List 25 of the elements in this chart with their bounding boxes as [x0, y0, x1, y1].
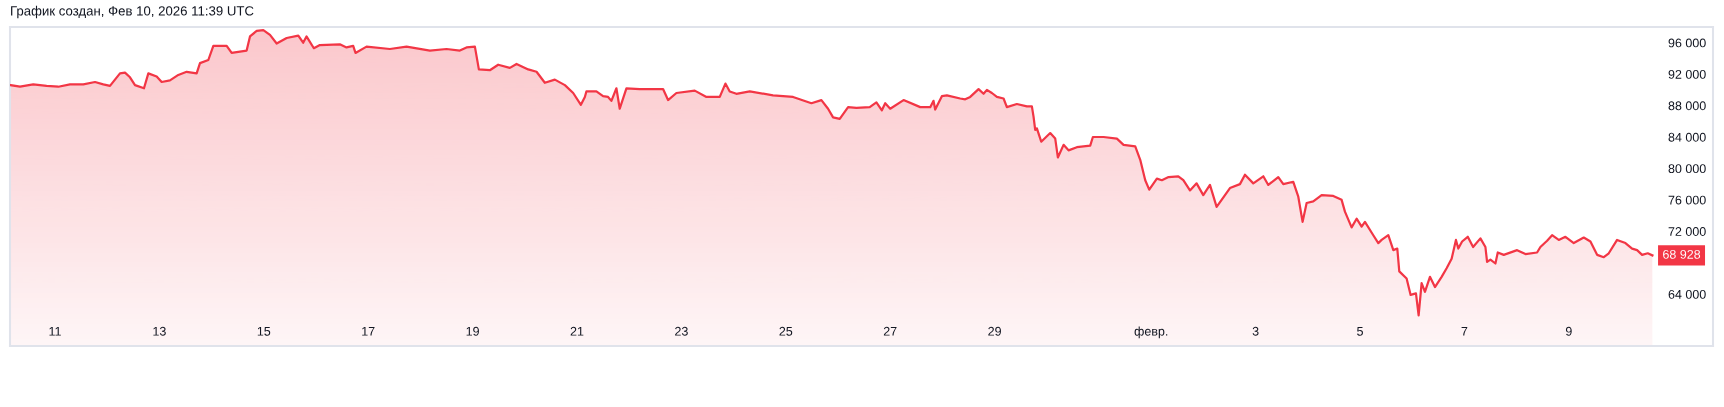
x-tick-label: 3 — [1252, 326, 1259, 336]
y-tick-label: 76 000 — [1668, 195, 1706, 205]
y-tick-label: 80 000 — [1668, 164, 1706, 174]
annotation: 68 928 — [1663, 249, 1701, 259]
x-tick-label: 7 — [1461, 326, 1468, 336]
x-tick-label: 13 — [153, 326, 166, 336]
y-tick-label: 92 000 — [1668, 69, 1706, 79]
y-tick-label: 88 000 — [1668, 101, 1706, 111]
x-tick-label: 25 — [779, 326, 793, 336]
y-tick-label: 84 000 — [1668, 132, 1706, 142]
x-tick-label: 17 — [362, 326, 375, 336]
x-tick-label: февр. — [1134, 326, 1168, 339]
y-tick-label: 96 000 — [1668, 38, 1706, 48]
x-tick-label: 21 — [570, 326, 584, 336]
y-tick-label: 64 000 — [1668, 289, 1706, 299]
x-tick-label: 29 — [988, 326, 1001, 336]
y-tick-label: 72 000 — [1668, 227, 1706, 236]
x-tick-label: 23 — [675, 326, 688, 336]
x-tick-label: 5 — [1357, 326, 1363, 336]
x-tick-label: 11 — [49, 326, 61, 336]
x-tick-label: 9 — [1565, 326, 1572, 336]
x-tick-label: 27 — [883, 326, 897, 336]
text: График создан, Фев 10, 2026 11:39 UTC — [11, 5, 254, 19]
x-tick-label: 19 — [466, 326, 479, 336]
x-tick-label: 15 — [257, 326, 271, 336]
